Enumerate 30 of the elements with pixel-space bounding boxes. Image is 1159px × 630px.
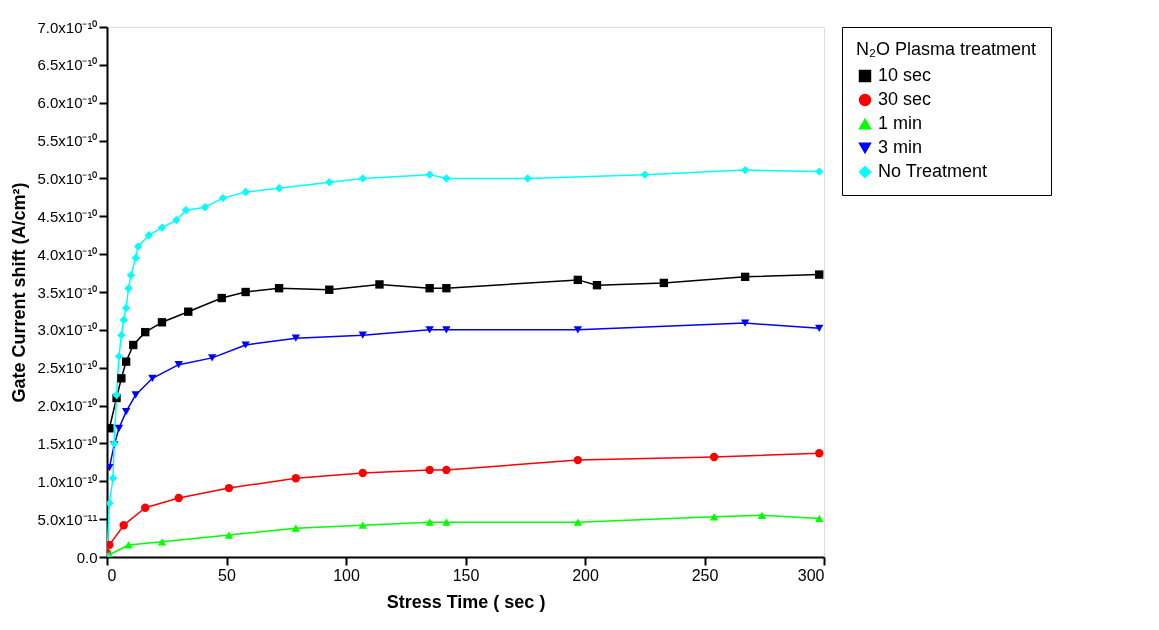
y-tick-label: 2.5x10⁻¹⁰ [37,359,98,377]
x-axis-title: Stress Time ( sec ) [386,591,546,612]
y-tick-label: 6.0x10⁻¹⁰ [37,94,98,112]
y-axis-title: Gate Current shift (A/cm²) [9,182,30,403]
legend-label: No Treatment [878,161,988,181]
legend-label: 1 min [878,113,923,133]
x-tick-label: 50 [218,566,236,584]
y-tick-label: 6.5x10⁻¹⁰ [37,56,98,74]
y-tick-label: 4.5x10⁻¹⁰ [37,207,98,225]
legend-title: N₂O Plasma treatment [856,39,1037,59]
y-tick-label: 1.5x10⁻¹⁰ [37,434,98,452]
legend-label: 10 sec [878,65,932,85]
x-tick-label: 250 [691,566,719,584]
x-tick-label: 150 [452,566,480,584]
y-tick-label: 1.0x10⁻¹⁰ [37,472,98,490]
y-tick-label: 5.5x10⁻¹⁰ [37,132,98,150]
y-tick-label: 0.0 [76,548,98,566]
y-tick-label: 3.0x10⁻¹⁰ [37,321,98,339]
x-tick-label: 0 [107,566,117,584]
y-tick-label: 5.0x10⁻¹¹ [37,510,98,528]
y-tick-label: 7.0x10⁻¹⁰ [37,18,98,36]
y-tick-label: 3.5x10⁻¹⁰ [37,283,98,301]
x-tick-label: 100 [333,566,360,584]
legend-label: 3 min [878,137,923,157]
y-tick-label: 2.0x10⁻¹⁰ [37,397,98,415]
y-tick-label: 5.0x10⁻¹⁰ [37,169,98,187]
x-tick-label: 200 [572,566,599,584]
legend-label: 30 sec [878,89,932,109]
y-tick-label: 4.0x10⁻¹⁰ [37,245,98,263]
x-tick-label: 300 [797,566,825,584]
